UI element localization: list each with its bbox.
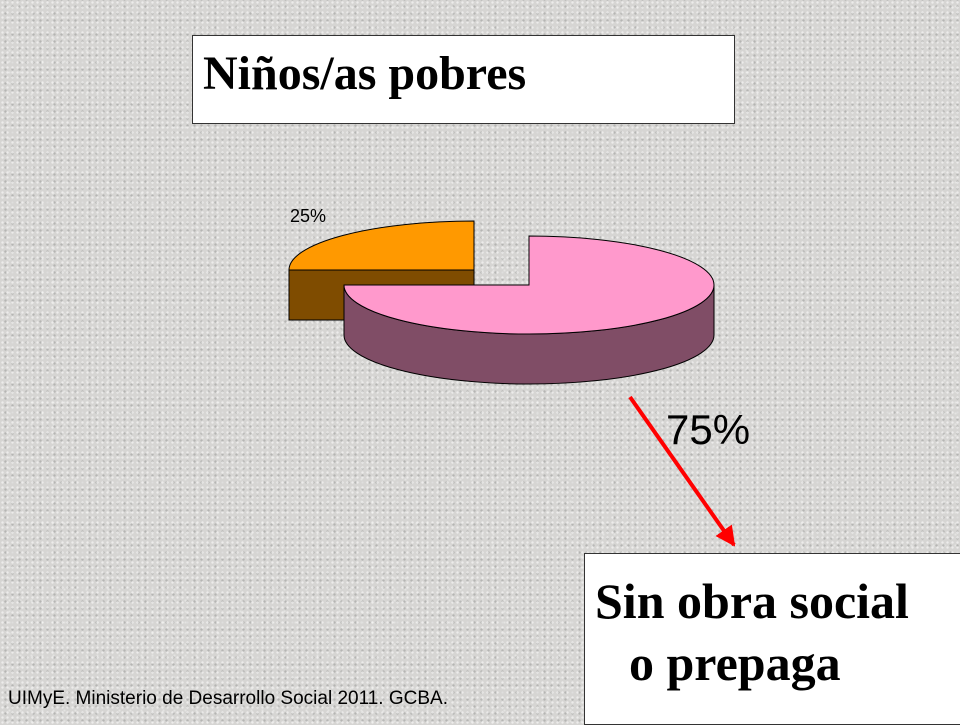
callout-text-line1: Sin obra social [595,572,909,630]
source-note: UIMyE. Ministerio de Desarrollo Social 2… [8,688,448,710]
callout-text-line2: o prepaga [629,634,841,692]
callout-box: Sin obra social o prepaga [584,553,960,725]
slice-label-75: 75% [666,406,750,453]
pie-slice-25 [289,221,474,270]
slice-label-25: 25% [290,206,326,226]
